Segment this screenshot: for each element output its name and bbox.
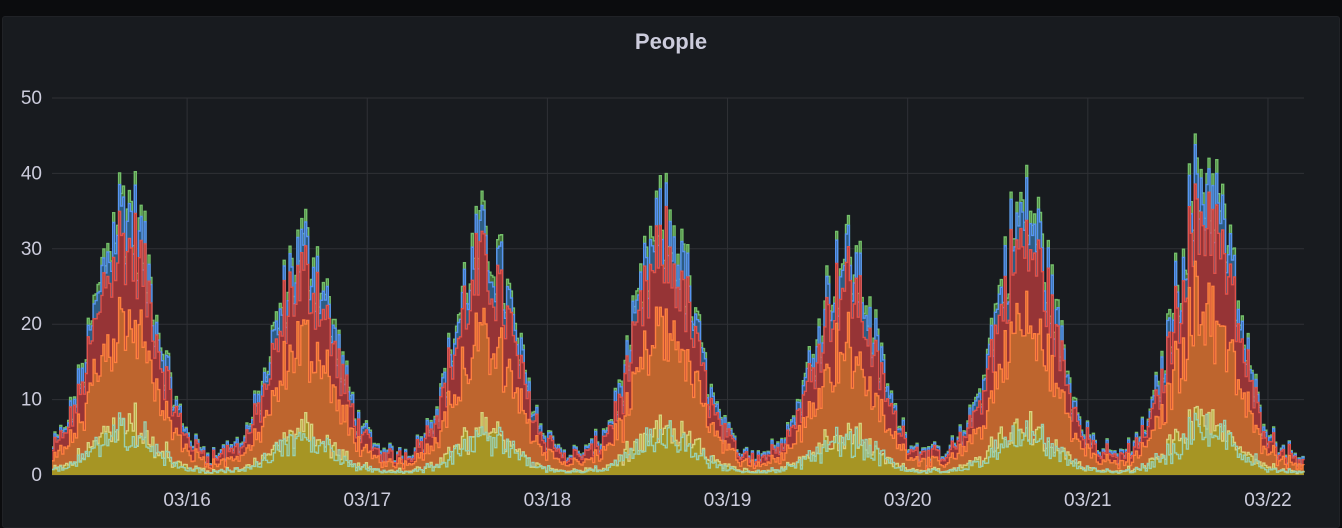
x-tick-label: 03/20 xyxy=(884,490,932,511)
y-tick-label: 0 xyxy=(31,465,42,486)
x-tick-label: 03/17 xyxy=(343,490,391,511)
y-axis-labels: 0 10 20 30 40 50 xyxy=(21,88,42,486)
series-area-1 xyxy=(52,261,1304,475)
y-tick-label: 30 xyxy=(21,239,42,260)
x-tick-label: 03/21 xyxy=(1064,490,1112,511)
series-line-2 xyxy=(52,183,1305,468)
series-line-light xyxy=(52,412,1305,474)
x-tick-label: 03/22 xyxy=(1244,490,1292,511)
x-tick-label: 03/19 xyxy=(704,490,752,511)
y-tick-label: 20 xyxy=(21,314,42,335)
panel-title: People xyxy=(634,29,708,54)
y-tick-label: 10 xyxy=(21,390,42,411)
y-tick-label: 40 xyxy=(21,163,42,184)
series-areas xyxy=(52,133,1305,475)
series-line-1 xyxy=(52,260,1305,471)
x-axis-labels: 03/16 03/17 03/18 03/19 03/20 03/21 03/22 xyxy=(163,490,1291,511)
x-tick-label: 03/16 xyxy=(163,490,211,511)
y-tick-label: 50 xyxy=(21,88,42,109)
x-tick-label: 03/18 xyxy=(524,490,572,511)
